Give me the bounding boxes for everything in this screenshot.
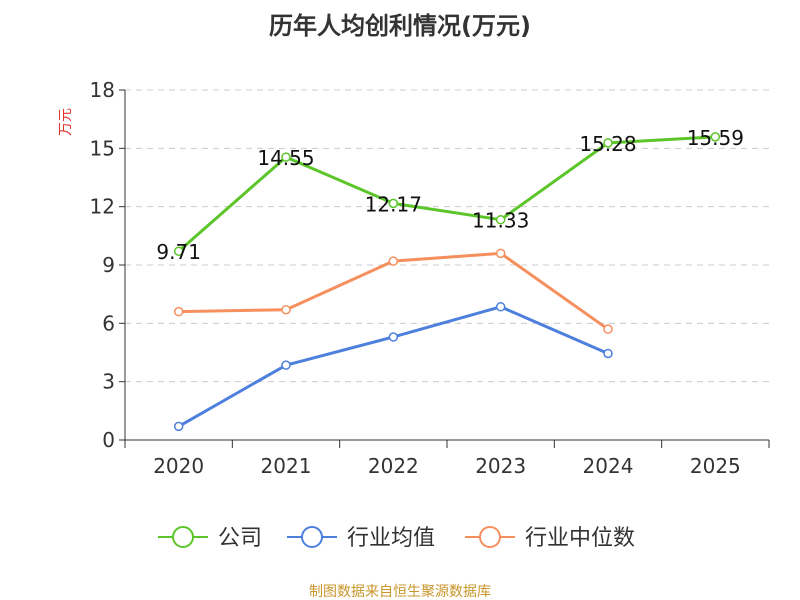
data-point (173, 246, 184, 256)
legend-label: 公司 (218, 526, 262, 551)
data-point (603, 348, 613, 359)
x-tick-label: 2023 (475, 454, 526, 478)
series-lines (173, 132, 721, 432)
data-point (388, 332, 399, 342)
series-line (177, 305, 609, 428)
data-label: 15.59 (687, 126, 744, 150)
data-point (495, 214, 506, 225)
y-tick-label: 0 (102, 428, 115, 452)
data-label: 12.17 (365, 192, 422, 216)
legend-label: 行业中位数 (525, 526, 635, 551)
y-tick-label: 18 (90, 78, 115, 102)
y-tick-label: 12 (90, 195, 115, 219)
y-tick-label: 3 (102, 370, 115, 394)
y-tick-label: 9 (102, 253, 115, 277)
source-note: 制图数据来自恒生聚源数据库 (309, 584, 491, 600)
legend-marker (172, 526, 194, 548)
legend[interactable]: 公司 行业均值 行业中位数 (158, 526, 635, 551)
data-point (281, 304, 291, 315)
legend-item-1[interactable]: 公司 (158, 526, 262, 551)
chart-title: 历年人均创利情况(万元) (269, 12, 531, 40)
data-point (603, 324, 613, 334)
x-tick-label: 2024 (583, 454, 634, 478)
series-1 (173, 132, 721, 256)
x-tick-label: 2020 (153, 454, 204, 478)
series-2 (173, 302, 613, 432)
x-tick-label: 2025 (690, 454, 741, 478)
data-label: 15.28 (579, 132, 636, 156)
legend-marker (479, 526, 501, 548)
y-tick-label: 15 (90, 136, 115, 160)
legend-item-3[interactable]: 行业中位数 (465, 526, 635, 551)
grid-lines (125, 89, 769, 383)
x-tick-label: 2021 (261, 454, 312, 478)
y-axis-label: 万元 (58, 108, 74, 136)
data-point (388, 198, 399, 209)
data-point (281, 152, 291, 162)
data-label: 9.71 (156, 240, 201, 264)
y-tick-label: 6 (102, 311, 115, 335)
data-point (495, 248, 506, 259)
data-point (603, 138, 613, 148)
data-point (281, 360, 291, 370)
data-point (495, 302, 506, 312)
legend-marker (301, 526, 323, 548)
data-point (173, 421, 184, 432)
data-point (710, 132, 721, 142)
series-3 (173, 248, 613, 334)
legend-label: 行业均值 (347, 526, 435, 551)
data-label: 11.33 (472, 209, 529, 233)
data-label: 14.55 (257, 146, 314, 170)
data-point (388, 256, 399, 266)
axes: 0 3 6 9 12 15 18 2020 2021 2022 2023 2024 2025 (90, 78, 770, 478)
data-point (173, 306, 184, 317)
data-labels: 9.71 14.55 12.17 11.33 15.28 15.59 (156, 126, 744, 264)
series-line (177, 135, 716, 253)
x-tick-label: 2022 (368, 454, 419, 478)
legend-item-2[interactable]: 行业均值 (287, 526, 435, 551)
